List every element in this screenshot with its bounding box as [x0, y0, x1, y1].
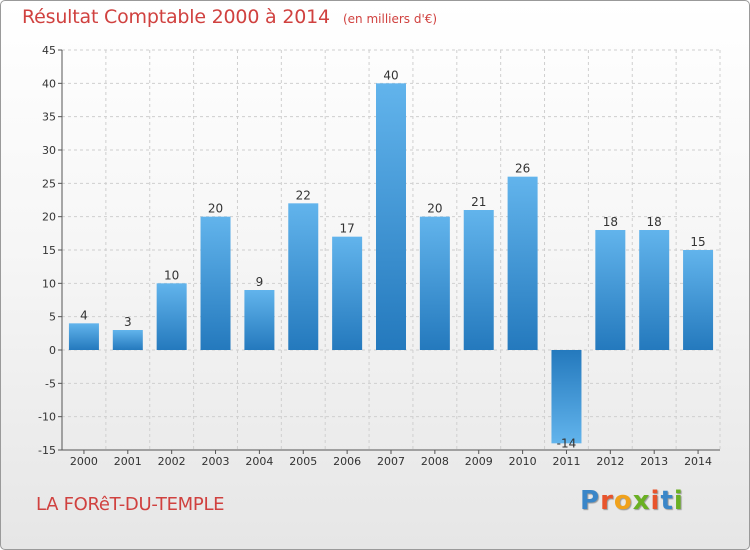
- data-label: 15: [690, 235, 705, 249]
- data-label: 17: [339, 222, 354, 236]
- bar: [332, 236, 363, 350]
- bar: [507, 176, 538, 350]
- data-label: 18: [647, 215, 662, 229]
- x-tick-label: 2006: [333, 455, 361, 468]
- x-tick-label: 2013: [640, 455, 668, 468]
- data-label: 22: [296, 188, 311, 202]
- y-tick-label: -10: [38, 411, 56, 424]
- brand-letter: i: [673, 486, 684, 516]
- bar: [683, 250, 714, 350]
- y-tick-label: 40: [42, 77, 56, 90]
- brand-logo: Proxiti: [580, 486, 684, 516]
- y-tick-label: 5: [49, 311, 56, 324]
- bar: [419, 216, 450, 350]
- x-tick-label: 2004: [245, 455, 273, 468]
- y-tick-label: 25: [42, 177, 56, 190]
- bar: [200, 216, 231, 350]
- commune-name: LA FORêT-DU-TEMPLE: [36, 494, 225, 515]
- x-tick-label: 2000: [70, 455, 98, 468]
- y-tick-label: -5: [45, 377, 56, 390]
- y-tick-label: 20: [42, 211, 56, 224]
- data-label: 18: [603, 215, 618, 229]
- brand-letter: o: [613, 486, 633, 516]
- brand-letter: t: [660, 486, 674, 516]
- x-tick-label: 2007: [377, 455, 405, 468]
- data-label: 40: [383, 68, 398, 82]
- y-tick-label: 15: [42, 244, 56, 257]
- brand-letter: r: [600, 486, 614, 516]
- x-tick-label: 2005: [289, 455, 317, 468]
- bar: [112, 330, 143, 350]
- title-row: Résultat Comptable 2000 à 2014 (en milli…: [22, 6, 437, 28]
- bar: [244, 290, 275, 350]
- x-tick-label: 2011: [552, 455, 580, 468]
- chart-unit: (en milliers d'€): [342, 12, 438, 26]
- x-tick-label: 2003: [202, 455, 230, 468]
- data-label: 26: [515, 162, 530, 176]
- data-label: -14: [557, 436, 577, 450]
- data-label: 20: [427, 202, 442, 216]
- x-tick-label: 2009: [465, 455, 493, 468]
- brand-letter: i: [650, 486, 661, 516]
- bar: [288, 203, 319, 350]
- y-tick-label: 35: [42, 111, 56, 124]
- chart-title: Résultat Comptable 2000 à 2014: [22, 6, 330, 28]
- data-label: 4: [80, 308, 88, 322]
- brand-letter: x: [632, 486, 651, 516]
- data-label: 3: [124, 315, 132, 329]
- x-tick-label: 2012: [596, 455, 624, 468]
- x-tick-label: 2014: [684, 455, 712, 468]
- data-label: 9: [256, 275, 264, 289]
- y-tick-label: -15: [38, 444, 56, 457]
- data-label: 21: [471, 195, 486, 209]
- bar: [376, 83, 406, 350]
- y-tick-label: 45: [42, 44, 56, 57]
- y-tick-label: 10: [42, 277, 56, 290]
- bar: [595, 230, 626, 350]
- y-tick-label: 30: [42, 144, 56, 157]
- bar: [551, 350, 582, 444]
- data-label: 20: [208, 202, 223, 216]
- bar: [463, 210, 494, 350]
- y-tick-label: 0: [49, 344, 56, 357]
- x-tick-label: 2008: [421, 455, 449, 468]
- bar: [156, 283, 187, 350]
- brand-letter: P: [580, 486, 601, 516]
- bar: [639, 230, 670, 350]
- x-tick-label: 2001: [114, 455, 142, 468]
- x-tick-label: 2010: [509, 455, 537, 468]
- x-tick-label: 2002: [158, 455, 186, 468]
- data-label: 10: [164, 268, 179, 282]
- bar: [68, 323, 99, 350]
